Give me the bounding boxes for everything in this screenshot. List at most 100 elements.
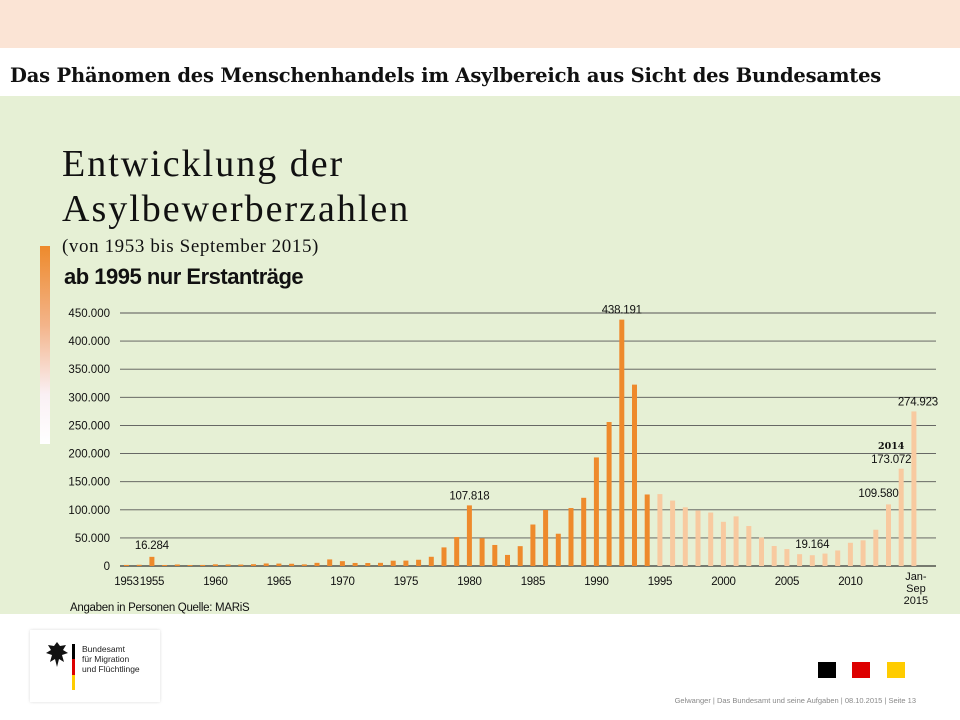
- highlight-year-label: 2014: [878, 441, 905, 452]
- bar-2004: [771, 545, 777, 566]
- x-tick-label-last: Jan-: [905, 571, 927, 583]
- logo-line2: für Migration: [82, 654, 130, 664]
- chart-heading-line1: Entwicklung der: [62, 143, 345, 185]
- logo-line1: Bundesamt: [82, 644, 125, 654]
- bar-1996: [670, 500, 676, 566]
- chart-note: ab 1995 nur Erstanträge: [64, 264, 304, 289]
- chart-grid: [120, 312, 936, 567]
- bar-1975: [403, 560, 409, 566]
- bar-1958: [187, 564, 193, 566]
- y-tick-label: 350.000: [68, 364, 110, 376]
- x-tick-label: 1960: [203, 576, 227, 588]
- footer-meta: Gelwanger | Das Bundesamt und seine Aufg…: [674, 696, 916, 705]
- bar-1953: [124, 564, 129, 566]
- x-tick-label: 1953: [114, 576, 138, 588]
- bar-2001: [733, 516, 739, 566]
- y-tick-label: 100.000: [68, 505, 110, 517]
- bar-2000: [720, 521, 726, 566]
- bar-1990: [593, 457, 599, 566]
- bar-2007: [809, 555, 815, 566]
- x-tick-label: 2010: [838, 576, 862, 588]
- y-tick-label: 0: [104, 561, 110, 573]
- x-tick-label: 1975: [394, 576, 418, 588]
- value-label: 173.072: [871, 454, 911, 466]
- value-label: 16.284: [135, 540, 170, 552]
- x-tick-label-last: Sep: [906, 583, 926, 595]
- german-flag-stripe-icon: [72, 644, 75, 690]
- bar-1965: [276, 563, 282, 566]
- bar-2013: [886, 504, 891, 566]
- bar-1966: [289, 563, 295, 566]
- federal-eagle-icon: [46, 642, 68, 667]
- bar-1959: [200, 564, 206, 566]
- bar-2010: [847, 542, 853, 566]
- content-panel: [0, 96, 960, 614]
- bar-1989: [581, 497, 587, 566]
- bar-1974: [390, 560, 396, 566]
- value-label: 438.191: [602, 305, 642, 317]
- bar-1987: [555, 533, 561, 566]
- bar-1977: [428, 556, 434, 566]
- chart-subheading: (von 1953 bis September 2015): [62, 236, 319, 257]
- bar-1988: [568, 508, 574, 566]
- x-axis-labels: 1953 1955 1960 1965 1970 1975 1980 1985 1990 1995…: [114, 571, 928, 607]
- bar-1999: [708, 512, 714, 566]
- chart-heading-line2: Asylbewerberzahlen: [62, 188, 411, 230]
- accent-gradient-bar: [40, 246, 50, 444]
- red-square-icon: [852, 662, 870, 678]
- bar-2002: [746, 526, 752, 566]
- source-note: Angaben in Personen Quelle: MARiS: [70, 602, 250, 614]
- bar-Jan-Sep 2015: [911, 411, 917, 566]
- bar-1993: [632, 384, 637, 566]
- bar-2008: [822, 553, 828, 566]
- bar-1986: [543, 509, 549, 566]
- bar-1961: [225, 564, 231, 566]
- y-tick-label: 300.000: [68, 392, 110, 404]
- y-tick-label: 450.000: [68, 308, 110, 320]
- y-tick-label: 200.000: [68, 449, 110, 461]
- slide-title: Das Phänomen des Menschenhandels im Asyl…: [10, 64, 882, 87]
- logo-line3: und Flüchtlinge: [82, 664, 140, 674]
- bar-1968: [314, 562, 320, 566]
- y-tick-label: 250.000: [68, 420, 110, 432]
- bar-1981: [479, 538, 485, 566]
- bar-1994: [644, 494, 650, 566]
- bar-1962: [238, 564, 244, 566]
- title-band: [0, 58, 960, 94]
- bar-1984: [517, 546, 523, 566]
- bar-1985: [530, 524, 536, 566]
- y-tick-label: 400.000: [68, 336, 110, 348]
- bar-1957: [174, 564, 180, 566]
- bar-1978: [441, 547, 447, 566]
- bar-1995: [657, 494, 663, 566]
- value-labels: 16.284 107.818 438.191 19.164 109.580 173.072…: [135, 305, 938, 552]
- bar-2014: [898, 468, 904, 566]
- bar-1972: [365, 563, 371, 566]
- bar-2006: [797, 554, 803, 566]
- bar-1971: [352, 562, 358, 566]
- bar-2005: [784, 549, 790, 566]
- x-tick-label: 1955: [140, 576, 164, 588]
- gold-square-icon: [887, 662, 905, 678]
- bar-2003: [759, 537, 764, 566]
- bamf-logo-text: Bundesamt für Migration und Flüchtlinge: [82, 644, 162, 674]
- top-color-band: [0, 0, 960, 48]
- bar-1982: [492, 544, 498, 566]
- bar-1960: [212, 564, 218, 566]
- bar-1997: [682, 507, 688, 566]
- bar-1963: [251, 564, 256, 566]
- bar-1979: [454, 537, 460, 566]
- bar-1983: [505, 554, 510, 566]
- x-tick-label: 1980: [457, 576, 481, 588]
- bar-1956: [162, 564, 168, 566]
- y-tick-label: 50.000: [75, 533, 110, 545]
- x-tick-label: 1965: [267, 576, 291, 588]
- x-tick-label-last: 2015: [904, 595, 928, 607]
- bar-1970: [339, 561, 345, 566]
- bar-1973: [378, 562, 383, 566]
- value-label: 109.580: [858, 488, 898, 500]
- y-tick-label: 150.000: [68, 477, 110, 489]
- value-label: 107.818: [449, 490, 489, 502]
- bar-2011: [860, 540, 866, 566]
